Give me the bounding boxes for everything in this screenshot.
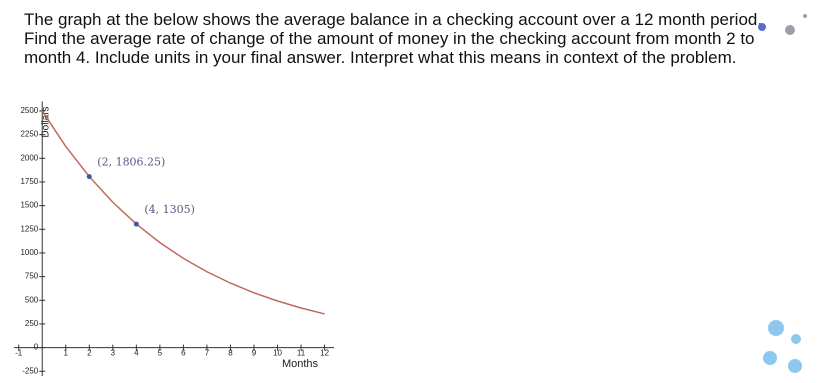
question: The graph at the below shows the average…	[24, 10, 762, 67]
decor-dot	[788, 359, 802, 373]
y-tick-label: 1250	[20, 224, 38, 233]
y-tick-label: 0	[34, 343, 39, 352]
y-tick-label: 750	[25, 272, 39, 281]
y-tick-label: -250	[22, 366, 39, 375]
x-tick-label: 5	[158, 349, 163, 358]
question-line: The graph at the below shows the average…	[24, 10, 763, 29]
question-line: Find the average rate of change of the a…	[24, 29, 755, 48]
highlight-point	[86, 174, 92, 180]
x-tick-label: 2	[87, 349, 92, 358]
y-tick-label: 1750	[20, 177, 38, 186]
y-tick-label: 2000	[20, 153, 38, 162]
x-tick-label: 6	[181, 349, 186, 358]
x-tick-label: 4	[134, 349, 139, 358]
decor-dot	[768, 320, 784, 336]
decor-dot	[791, 334, 801, 344]
x-tick-label: 10	[273, 349, 282, 358]
y-tick-label: 250	[25, 319, 39, 328]
x-tick-label: 3	[111, 349, 116, 358]
x-tick-label: 9	[252, 349, 257, 358]
decor-dot	[785, 25, 795, 35]
x-tick-label: 11	[297, 349, 306, 358]
point-label: (2, 1806.25)	[97, 156, 165, 169]
point-label: (4, 1305)	[144, 203, 195, 216]
x-tick-label: 8	[228, 349, 233, 358]
decor-dot	[763, 351, 777, 365]
highlight-point	[133, 221, 139, 227]
x-tick-label: 7	[205, 349, 210, 358]
question-line: month 4. Include units in your final ans…	[24, 48, 737, 67]
x-tick-label: 12	[320, 349, 329, 358]
y-tick-label: 2250	[20, 130, 38, 139]
x-tick-label: -1	[15, 349, 23, 358]
y-axis-label: Dollars	[41, 106, 52, 137]
x-tick-label: 1	[64, 349, 69, 358]
decor-dot	[803, 14, 807, 18]
decor-dot	[758, 23, 766, 31]
x-axis-label: Months	[282, 358, 319, 370]
y-tick-label: 2500	[20, 106, 38, 115]
y-tick-label: 500	[25, 295, 39, 304]
y-tick-label: 1000	[20, 248, 38, 257]
y-tick-label: 1500	[20, 201, 38, 210]
